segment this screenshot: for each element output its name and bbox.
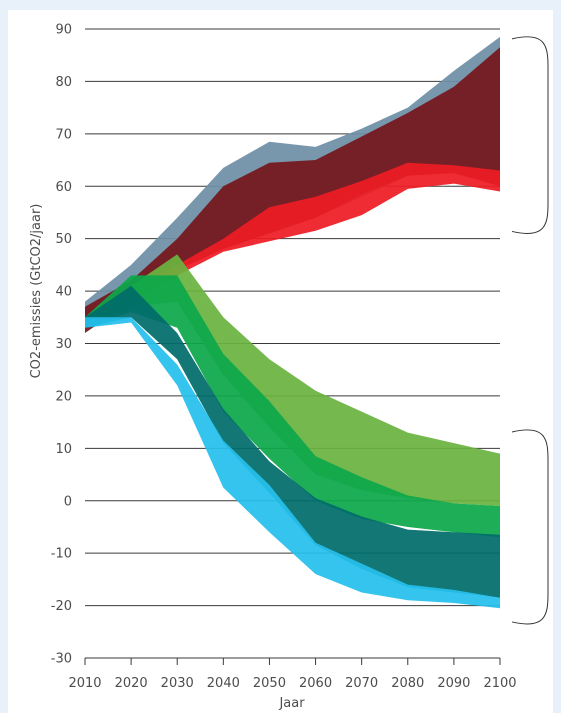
y-tick-label: 70 [55,127,72,142]
y-tick-label: 50 [55,232,72,247]
y-tick-label: 80 [55,75,72,90]
scenario-brackets [511,36,549,625]
y-tick-label: -30 [51,652,72,667]
y-axis-title: CO2-emissies (GtCO2/jaar) [29,204,44,379]
x-tick-label: 2020 [115,676,148,691]
y-tick-label: 10 [55,442,72,457]
bracket-low [511,429,549,625]
series-areas [85,36,500,609]
y-tick-label: -10 [51,547,72,562]
x-axis [84,657,501,665]
y-tick-label: 90 [55,23,72,38]
y-tick-label: 40 [55,285,72,300]
bracket-high [511,36,549,234]
x-tick-label: 2030 [161,676,194,691]
x-tick-label: 2060 [299,676,332,691]
series-band-low-green [85,275,500,538]
y-tick-label: 0 [64,494,72,509]
x-tick-label: 2080 [391,676,424,691]
y-tick-labels: 90 80 70 60 50 40 30 20 10 0 -10 -20 -30 [51,23,72,667]
x-tick-label: 2070 [345,676,378,691]
series-band-low-cyan [85,317,500,609]
x-axis-title: Jaar [278,696,305,711]
x-tick-label: 2040 [207,676,240,691]
y-tick-label: 20 [55,389,72,404]
x-tick-label: 2010 [68,676,101,691]
series-band-high-red [85,162,500,328]
x-tick-labels: 2010 2020 2030 2040 2050 2060 2070 2080 2090 2100 [68,676,516,691]
x-tick-label: 2050 [253,676,286,691]
y-tick-label: 30 [55,337,72,352]
x-tick-label: 2100 [483,676,516,691]
y-tick-label: 60 [55,180,72,195]
series-band-low-teal [85,285,500,598]
x-tick-label: 2090 [437,676,470,691]
y-tick-label: -20 [51,599,72,614]
